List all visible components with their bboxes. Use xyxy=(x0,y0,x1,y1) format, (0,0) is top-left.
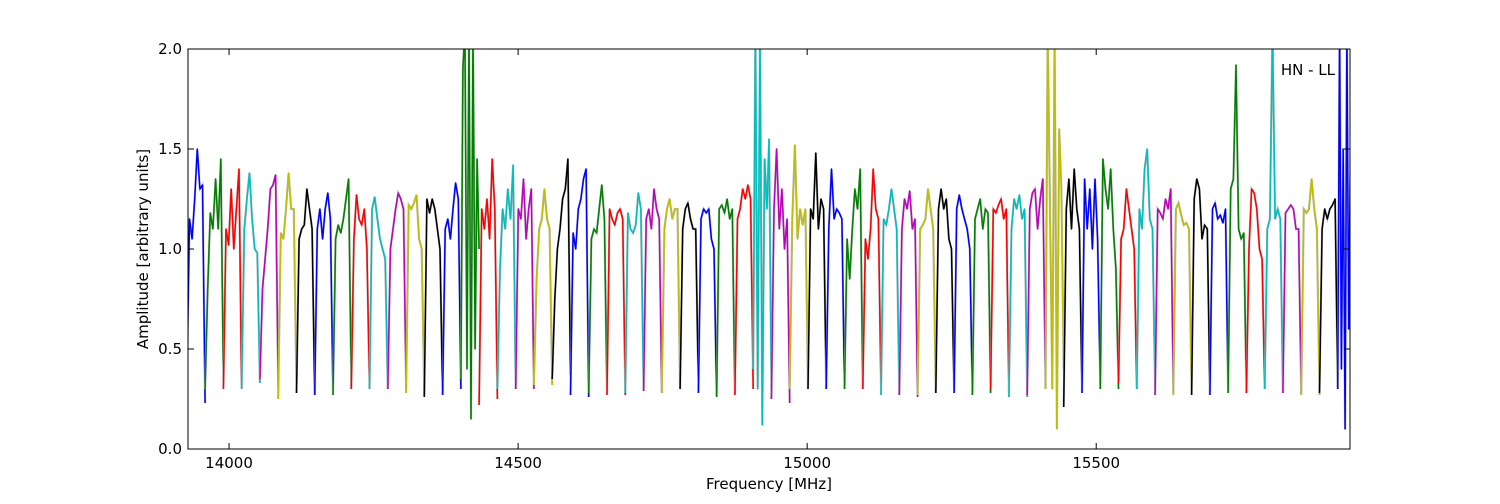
segment-shadow-line xyxy=(277,172,298,400)
segment-line-34 xyxy=(807,152,827,390)
segment-line-17 xyxy=(496,164,517,390)
segment-line-40 xyxy=(916,188,937,396)
segment-line-45 xyxy=(1008,194,1028,398)
segment-line-32 xyxy=(770,148,791,404)
segment-line-20 xyxy=(551,158,572,380)
segment-line-27 xyxy=(679,202,700,390)
x-tick-label: 15500 xyxy=(1072,454,1120,472)
segment-line-35 xyxy=(825,168,846,390)
segment-line-55 xyxy=(1190,178,1211,396)
y-tick-label: 0.5 xyxy=(158,340,182,358)
segment-line-62 xyxy=(1318,198,1339,394)
x-tick-label: 15000 xyxy=(783,454,831,472)
segment-line-48 xyxy=(1062,168,1083,408)
annotation-label: HN - LL xyxy=(1281,61,1336,79)
segment-line-43 xyxy=(971,198,992,396)
segment-line-50 xyxy=(1099,158,1120,390)
segment-line-19 xyxy=(533,188,553,386)
segment-line-11 xyxy=(387,192,407,390)
segment-line-15 xyxy=(460,49,480,420)
segment-line-16 xyxy=(478,158,499,406)
segment-line-39 xyxy=(898,190,919,398)
segment-line-24 xyxy=(624,192,645,394)
segment-line-46 xyxy=(1026,178,1047,396)
ticks-group: 14000 14500 15000 15500 0.0 0.5 1.0 1.5 2.0 xyxy=(158,40,1350,472)
segment-line-14 xyxy=(441,182,462,396)
segment-shadow-line xyxy=(1117,188,1138,390)
segment-line-6 xyxy=(295,188,316,396)
series-group xyxy=(188,49,1350,430)
segment-line-63 xyxy=(1336,49,1350,430)
segment-line-18 xyxy=(514,178,535,390)
segment-shadow-line xyxy=(295,188,316,396)
segment-line-21 xyxy=(569,168,590,398)
segment-line-7 xyxy=(313,192,334,396)
segment-line-13 xyxy=(423,198,444,398)
segment-line-58 xyxy=(1245,188,1266,394)
segment-line-29 xyxy=(715,198,736,398)
segment-line-28 xyxy=(697,208,718,398)
segment-line-33 xyxy=(788,144,809,390)
segment-shadow-line xyxy=(1135,148,1157,390)
segment-line-9 xyxy=(350,194,371,390)
segment-line-57 xyxy=(1227,64,1248,394)
segment-line-52 xyxy=(1136,148,1156,390)
segment-line-5 xyxy=(277,172,298,400)
segment-line-3 xyxy=(240,172,261,390)
segment-shadow-line xyxy=(770,148,791,404)
segment-line-10 xyxy=(368,196,389,390)
segment-line-38 xyxy=(880,188,901,396)
x-axis-label: Frequency [MHz] xyxy=(706,475,832,493)
segment-line-49 xyxy=(1081,178,1102,394)
segment-line-4 xyxy=(259,174,279,390)
segment-line-36 xyxy=(843,168,864,390)
segment-line-44 xyxy=(989,198,1010,392)
segment-line-2 xyxy=(222,168,243,390)
segment-shadow-line xyxy=(1245,185,1266,394)
segment-line-26 xyxy=(661,198,681,394)
y-tick-label: 1.0 xyxy=(158,240,182,258)
segment-line-41 xyxy=(935,188,955,394)
segment-line-60 xyxy=(1282,204,1302,394)
segment-line-30 xyxy=(734,184,754,396)
segment-line-54 xyxy=(1172,202,1193,396)
segment-line-12 xyxy=(405,194,426,396)
y-axis-label: Amplitude [arbitrary units] xyxy=(134,149,152,349)
segment-line-61 xyxy=(1300,178,1321,396)
segment-line-1 xyxy=(204,158,225,390)
segment-line-23 xyxy=(606,208,627,396)
segment-line-37 xyxy=(862,168,882,390)
segment-line-8 xyxy=(332,178,353,396)
segment-line-25 xyxy=(642,188,663,394)
segment-line-53 xyxy=(1154,188,1175,396)
y-tick-label: 2.0 xyxy=(158,40,182,58)
segment-line-51 xyxy=(1117,188,1138,390)
segment-shadow-line xyxy=(916,188,937,396)
y-tick-label: 0.0 xyxy=(158,440,182,458)
x-tick-label: 14000 xyxy=(205,454,253,472)
segment-line-47 xyxy=(1044,49,1065,430)
segment-line-42 xyxy=(953,194,974,396)
segment-shadow-line xyxy=(825,168,846,390)
x-tick-label: 14500 xyxy=(494,454,542,472)
segment-shadow-line xyxy=(788,144,810,390)
segment-line-59 xyxy=(1263,49,1284,390)
segment-line-31 xyxy=(752,49,773,426)
segment-line-22 xyxy=(587,184,608,396)
y-tick-label: 1.5 xyxy=(158,140,182,158)
segment-line-0 xyxy=(188,148,206,404)
segment-line-56 xyxy=(1209,202,1229,396)
